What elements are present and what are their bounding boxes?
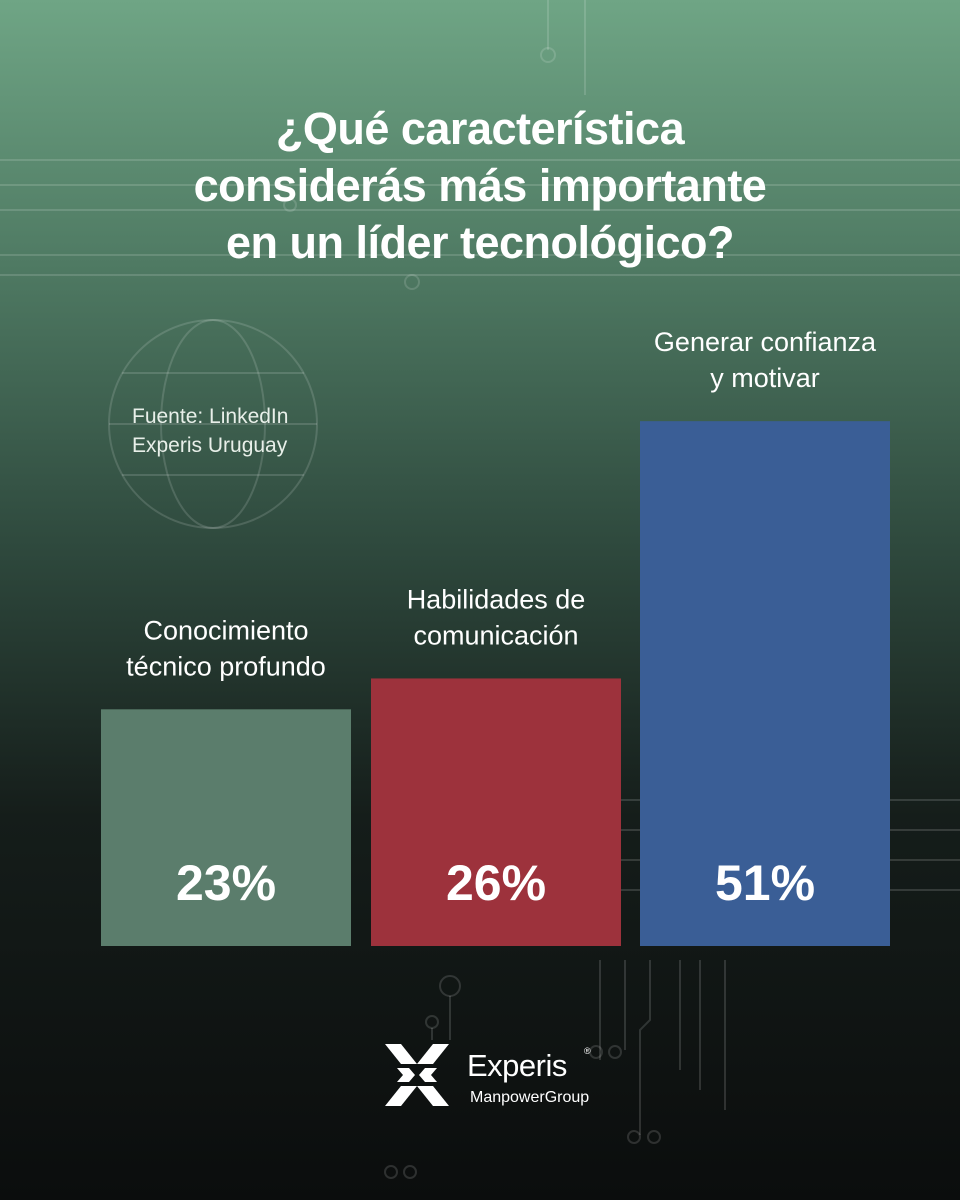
source-line-1: Fuente: LinkedIn: [132, 405, 289, 428]
experis-x-icon: [385, 1044, 449, 1106]
experis-logo: Experis ® ManpowerGroup: [383, 1040, 613, 1110]
title-line-2: considerás más importante: [193, 160, 767, 211]
category-label-2-line-2: comunicación: [413, 620, 578, 650]
category-label-2-line-1: Habilidades de: [407, 584, 586, 614]
title-line-1: ¿Qué característica: [275, 103, 685, 154]
bar-1: [101, 709, 351, 946]
title-line-3: en un líder tecnológico?: [225, 217, 735, 268]
logo-subtitle: ManpowerGroup: [470, 1089, 590, 1106]
source-line-2: Experis Uruguay: [132, 434, 288, 457]
category-label-3-line-1: Generar confianza: [654, 327, 877, 357]
chart-title: ¿Qué característica considerás más impor…: [0, 100, 960, 271]
bar-3: [640, 421, 890, 946]
value-label-3: 51%: [715, 855, 815, 911]
logo-name: Experis: [467, 1048, 567, 1083]
bar-2: [371, 678, 621, 946]
value-label-2: 26%: [446, 855, 546, 911]
category-label-1-line-2: técnico profundo: [126, 651, 326, 681]
logo-registered-mark: ®: [584, 1046, 591, 1056]
value-label-1: 23%: [176, 855, 276, 911]
category-label-1-line-1: Conocimiento: [143, 615, 308, 645]
source-note: Fuente: LinkedIn Experis Uruguay: [132, 402, 288, 460]
category-label-3-line-2: y motivar: [710, 363, 820, 393]
